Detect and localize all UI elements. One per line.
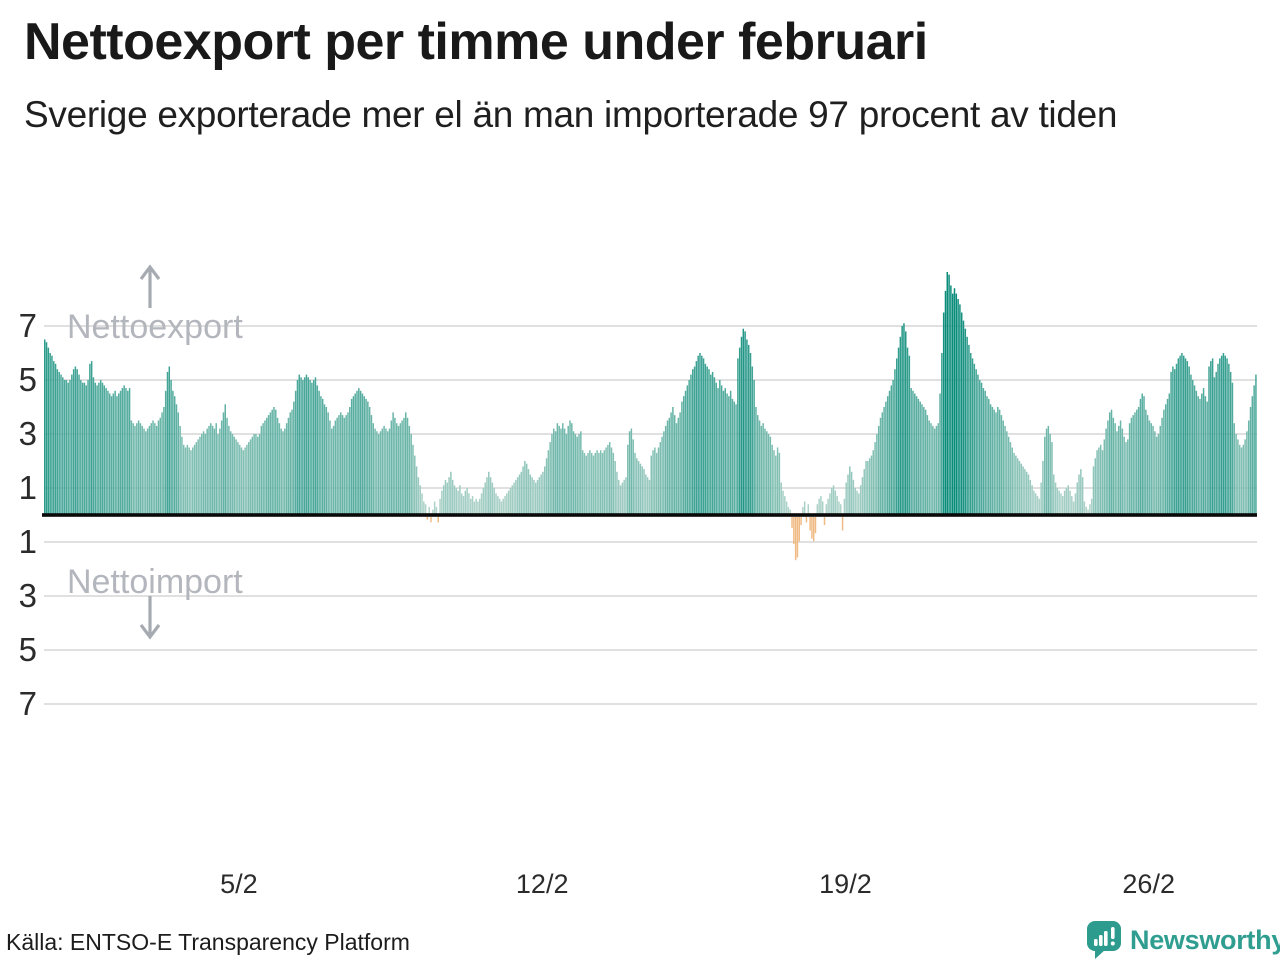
y-axis-tick-label: 1: [18, 469, 37, 506]
y-axis-tick-label: 3: [18, 415, 37, 452]
page-subtitle: Sverige exporterade mer el än man import…: [24, 94, 1118, 135]
y-axis-tick-label: 5: [18, 361, 37, 398]
x-axis-tick-label: 26/2: [1122, 869, 1175, 899]
up-arrow-icon: [139, 264, 161, 308]
x-axis-tick-label: 12/2: [515, 869, 569, 899]
y-axis-tick-label: 7: [18, 685, 37, 722]
net-export-annotation: Nettoexport: [67, 308, 243, 346]
x-axis-tick-label: 19/2: [819, 869, 872, 899]
down-arrow-icon: [139, 596, 161, 640]
net-import-annotation: Nettoimport: [67, 563, 243, 601]
newsworthy-logo-icon: [1087, 921, 1121, 959]
brand-lockup: Newsworthy: [1086, 920, 1280, 960]
x-axis-tick-label: 5/2: [220, 869, 258, 899]
source-credit: Källa: ENTSO-E Transparency Platform: [6, 929, 410, 955]
y-axis-tick-label: 1: [18, 523, 37, 560]
y-axis-tick-label: 7: [18, 307, 37, 344]
y-axis-tick-label: 5: [18, 631, 37, 668]
brand-name: Newsworthy: [1130, 924, 1280, 955]
y-axis-tick-label: 3: [18, 577, 37, 614]
page-title: Nettoexport per timme under februari: [24, 13, 928, 71]
